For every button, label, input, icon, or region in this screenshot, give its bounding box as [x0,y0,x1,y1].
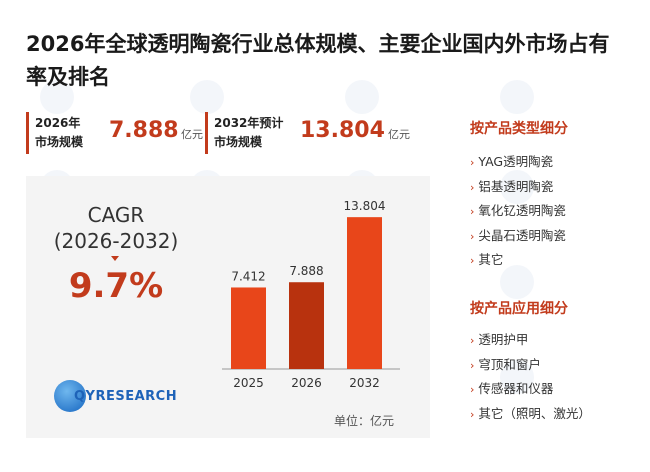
chevron-right-icon: › [470,358,475,372]
chevron-right-icon: › [470,156,475,169]
chevron-right-icon: › [470,180,475,194]
kpi-label: 2032年预计 市场规模 [214,114,283,152]
list-item: › 其它（照明、激光） [470,402,591,427]
chevron-right-icon: › [470,407,475,421]
list-item-label: 铝基透明陶瓷 [478,178,554,194]
list-item: › 氧化钇透明陶瓷 [470,199,566,224]
list-item-label: 透明护甲 [478,332,529,347]
bar-2032 [347,217,382,369]
kpi-label-line1: 2026年 [35,116,81,130]
list-item: › YAG透明陶瓷 [470,150,566,175]
logo-text: QYRESEARCH [74,389,178,404]
product-type-list: › YAG透明陶瓷 › 铝基透明陶瓷 › 氧化钇透明陶瓷 › 尖晶石透明陶瓷 › 其它 [470,150,566,273]
list-item-label: 传感器和仪器 [478,381,554,397]
bar-chart: 单位：亿元 7.412 2025 7.888 2026 13.804 2032 [222,199,400,428]
list-item: › 透明护甲 [470,328,591,353]
chevron-right-icon: › [470,334,475,347]
x-tick-label: 2026 [291,376,322,390]
watermark-globe [500,170,534,204]
list-item: › 穹顶和窗户 [470,353,591,378]
bar-2026 [289,282,324,369]
watermark-globe [500,265,534,299]
bar-value-label: 7.412 [231,269,265,283]
list-item: › 尖晶石透明陶瓷 [470,224,566,249]
list-item: › 传感器和仪器 [470,377,591,402]
application-list: › 透明护甲 › 穹顶和窗户 › 传感器和仪器 › 其它（照明、激光） [470,328,591,426]
kpi-label-line1: 2032年预计 [214,116,284,130]
list-item-label: 氧化钇透明陶瓷 [478,203,566,219]
chevron-right-icon: › [470,205,475,219]
application-heading: 按产品应用细分 [470,301,568,317]
bar-2025 [231,287,266,369]
page-title: 2026年全球透明陶瓷行业总体规模、主要企业国内外市场占有率及排名 [26,32,610,89]
watermark-globe [500,360,534,394]
kpi-value: 7.888 [109,118,179,143]
list-item-label: 其它 [478,252,504,268]
watermark-globe [345,80,379,114]
list-item: › 其它 [470,248,566,273]
cagr-value: 9.7% [68,266,164,306]
chevron-right-icon: › [470,229,475,243]
x-tick-label: 2025 [233,376,264,390]
cagr-arrow-icon [111,256,119,261]
x-tick-label: 2032 [349,376,380,390]
kpi-2032-market-size: 2032年预计 市场规模 13.804 亿元 [205,112,410,154]
kpi-label-line2: 市场规模 [35,135,84,149]
cagr-label: CAGR [87,203,145,227]
list-item-label: 尖晶石透明陶瓷 [478,227,566,243]
watermark-globe [190,80,224,114]
unit-label: 单位：亿元 [334,413,394,428]
cagr-period: (2026-2032) [53,229,179,253]
kpi-unit: 亿元 [388,128,410,141]
watermark-globe [500,80,534,114]
kpi-value: 13.804 [300,118,385,143]
list-item-label: 穹顶和窗户 [478,356,541,372]
bar-value-label: 7.888 [289,264,323,278]
globe-icon [54,380,86,412]
kpi-label: 2026年 市场规模 [35,114,83,152]
kpi-2026-market-size: 2026年 市场规模 7.888 亿元 [26,112,203,154]
list-item-label: YAG透明陶瓷 [478,154,554,169]
chevron-right-icon: › [470,254,475,268]
chart-panel: CAGR (2026-2032) 9.7% QYRESEARCH 单位：亿元 7… [26,176,430,438]
kpi-unit: 亿元 [181,128,203,141]
product-type-heading: 按产品类型细分 [470,121,568,137]
list-item-label: 其它（照明、激光） [478,405,591,421]
kpi-label-line2: 市场规模 [214,135,263,149]
chevron-right-icon: › [470,383,475,397]
watermark-globe [40,80,74,114]
bar-value-label: 13.804 [344,199,386,213]
qyresearch-logo: QYRESEARCH [54,378,204,418]
list-item: › 铝基透明陶瓷 [470,175,566,200]
